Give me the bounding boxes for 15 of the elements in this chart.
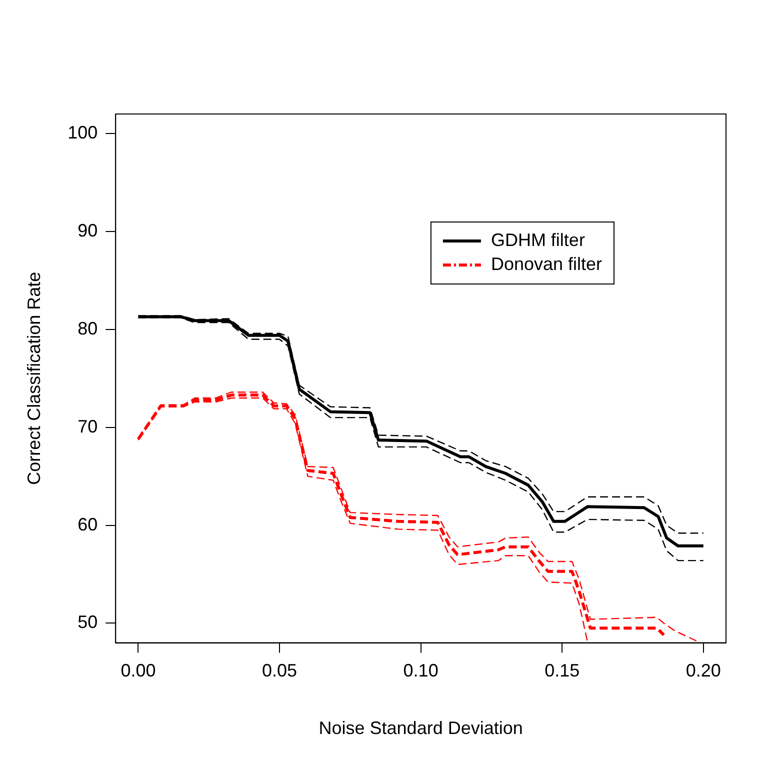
legend-label: Donovan filter [490,254,602,274]
x-axis-title: Noise Standard Deviation [318,718,523,738]
legend-label: GDHM filter [490,230,585,250]
x-tick-label: 0.20 [686,660,721,681]
y-tick-label: 60 [78,514,98,534]
y-tick-label: 100 [68,122,98,143]
x-tick-label: 0.15 [544,660,580,681]
y-tick-label: 80 [78,318,98,338]
y-tick-label: 90 [78,220,98,240]
y-axis-title: Correct Classification Rate [24,272,44,485]
y-tick-label: 70 [78,416,98,436]
y-tick-label: 50 [78,612,98,632]
x-tick-label: 0.00 [120,660,156,681]
x-tick-label: 0.05 [262,660,298,681]
x-tick-label: 0.10 [403,660,438,681]
